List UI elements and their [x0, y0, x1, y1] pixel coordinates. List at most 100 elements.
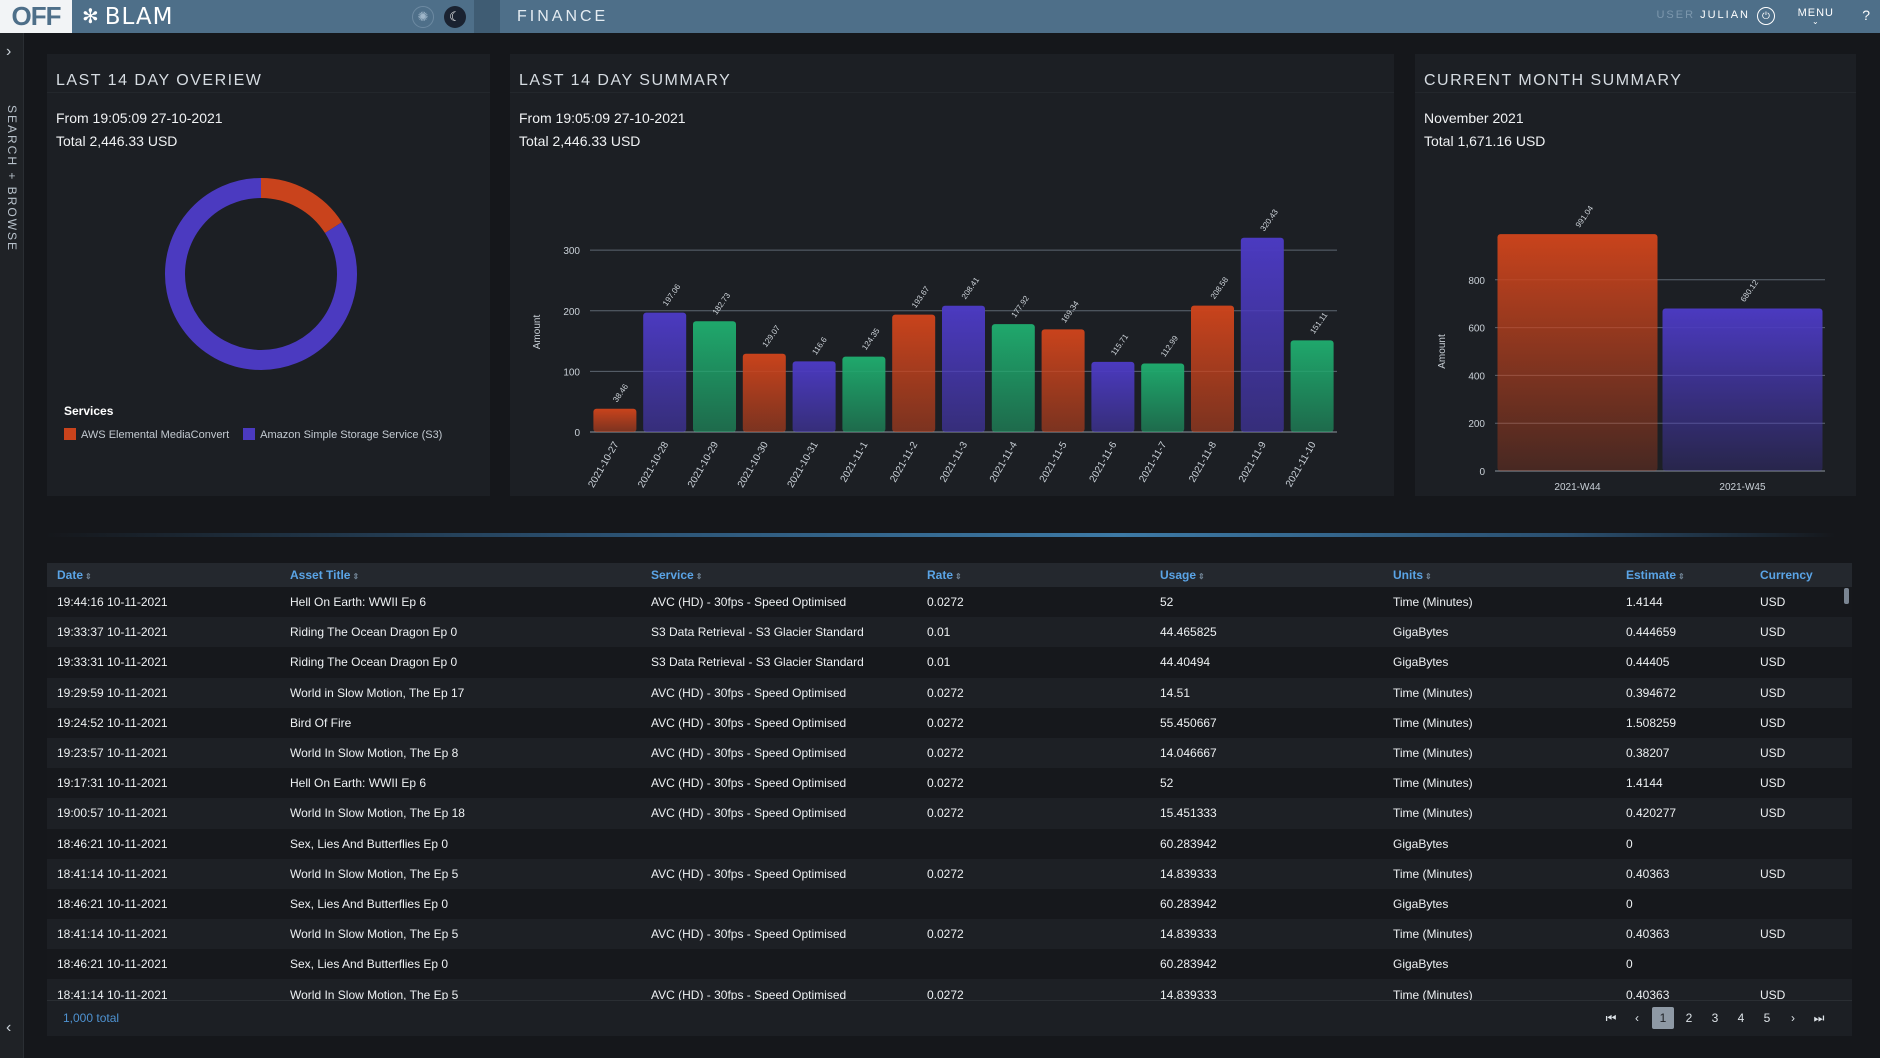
table-row[interactable]: 18:46:21 10-11-2021 Sex, Lies And Butterf… — [47, 949, 1852, 980]
legend-item-mediaconvert[interactable]: AWS Elemental MediaConvert — [64, 428, 229, 441]
table-row[interactable]: 19:23:57 10-11-2021 World In Slow Motion,… — [47, 737, 1852, 769]
cell-estimate: 0.44405 — [1616, 647, 1750, 678]
cell-service: AVC (HD) - 30fps - Speed Optimised — [641, 858, 917, 889]
column-header-asset-title[interactable]: Asset Title ⇕ — [280, 563, 641, 587]
bar[interactable] — [1191, 305, 1234, 432]
table-row[interactable]: 18:46:21 10-11-2021 Sex, Lies And Butterf… — [47, 828, 1852, 859]
table-row[interactable]: 19:44:16 10-11-2021 Hell On Earth: WWII E… — [47, 587, 1852, 618]
cell-rate: 0.0272 — [917, 858, 1150, 889]
card-title: LAST 14 DAY OVERIEW — [56, 72, 263, 89]
blam-logo[interactable]: ✻ BLAM — [72, 4, 412, 30]
bar[interactable] — [1662, 308, 1823, 471]
first-page-icon[interactable]: ⏮ — [1605, 1010, 1617, 1025]
user-info[interactable]: USER JULIAN — [1656, 9, 1750, 21]
blam-gear-icon: ✻ — [82, 6, 99, 28]
legend-title: Services — [64, 404, 114, 418]
bar[interactable] — [1497, 234, 1658, 471]
cell-units: GigaBytes — [1383, 617, 1616, 648]
off-the-fence-logo[interactable]: OFF — [0, 0, 72, 33]
column-header-label: Rate — [927, 568, 954, 582]
table-row[interactable]: 19:00:57 10-11-2021 World In Slow Motion,… — [47, 798, 1852, 829]
column-header-usage[interactable]: Usage ⇕ — [1150, 563, 1383, 587]
column-header-service[interactable]: Service ⇕ — [641, 563, 917, 587]
cell-date: 19:17:31 10-11-2021 — [47, 768, 280, 799]
network-icon[interactable]: ✺ — [412, 5, 434, 28]
page-button-3[interactable]: 3 — [1711, 1011, 1719, 1025]
next-page-icon[interactable]: › — [1791, 1011, 1795, 1025]
table-row[interactable]: 18:41:14 10-11-2021 World In Slow Motion,… — [47, 858, 1852, 889]
column-header-estimate[interactable]: Estimate ⇕ — [1616, 563, 1750, 587]
expand-chevron-right-icon[interactable]: › — [6, 43, 12, 60]
sort-icon[interactable]: ⇕ — [1198, 572, 1205, 581]
legend-item-s3[interactable]: Amazon Simple Storage Service (S3) — [243, 428, 442, 441]
bar[interactable] — [1240, 237, 1284, 432]
bar[interactable] — [942, 305, 985, 432]
sort-icon[interactable]: ⇕ — [695, 572, 703, 581]
y-tick-label: 200 — [1468, 419, 1485, 430]
x-tick-label: 2021-11-10 — [1284, 440, 1319, 490]
cell-asset-title: World In Slow Motion, The Ep 5 — [280, 919, 641, 950]
column-header-label: Usage — [1160, 568, 1197, 582]
cell-date: 18:46:21 10-11-2021 — [47, 949, 280, 980]
donut-slice[interactable] — [260, 178, 342, 234]
page-button-2[interactable]: 2 — [1685, 1011, 1693, 1025]
table-row[interactable]: 19:29:59 10-11-2021 World in Slow Motion,… — [47, 677, 1852, 708]
column-header-date[interactable]: Date ⇕ — [47, 563, 280, 587]
last-page-icon[interactable]: ⏭ — [1813, 1010, 1825, 1025]
search-browse-tab[interactable]: SEARCH + BROWSE — [5, 105, 19, 253]
cell-service: S3 Data Retrieval - S3 Glacier Standard — [641, 617, 917, 648]
prev-page-icon[interactable]: ‹ — [1635, 1011, 1639, 1025]
bar[interactable] — [1141, 363, 1185, 432]
cell-currency: USD — [1750, 707, 1852, 738]
cell-estimate: 0.40363 — [1616, 919, 1750, 950]
table-scrollbar[interactable] — [1844, 588, 1849, 604]
cell-service — [641, 888, 917, 920]
bar[interactable] — [1290, 340, 1334, 432]
bar[interactable] — [991, 324, 1035, 432]
bar[interactable] — [1041, 329, 1085, 432]
cell-currency — [1750, 949, 1852, 980]
table-row[interactable]: 19:17:31 10-11-2021 Hell On Earth: WWII E… — [47, 768, 1852, 799]
page-button-1[interactable]: 1 — [1652, 1007, 1674, 1029]
help-button[interactable]: ? — [1862, 7, 1870, 23]
sort-icon[interactable]: ⇕ — [1678, 572, 1685, 581]
cell-asset-title: Sex, Lies And Butterflies Ep 0 — [280, 949, 641, 980]
menu-button[interactable]: MENU ⌄ — [1798, 7, 1834, 26]
cell-usage: 60.283942 — [1150, 888, 1383, 920]
column-header-units[interactable]: Units ⇕ — [1383, 563, 1616, 587]
y-tick-label: 0 — [1479, 467, 1485, 478]
cell-units: GigaBytes — [1383, 828, 1616, 859]
bar[interactable] — [643, 312, 687, 432]
bar[interactable] — [1091, 361, 1135, 432]
column-header-currency[interactable]: Currency — [1750, 563, 1852, 587]
page-button-5[interactable]: 5 — [1763, 1011, 1771, 1025]
logout-icon[interactable]: ⏻ — [1757, 7, 1775, 25]
sort-icon[interactable]: ⇕ — [85, 572, 92, 581]
bar[interactable] — [842, 356, 886, 432]
bar[interactable] — [792, 361, 836, 432]
table-row[interactable]: 19:33:31 10-11-2021 Riding The Ocean Drag… — [47, 647, 1852, 678]
table-row[interactable]: 18:46:21 10-11-2021 Sex, Lies And Butterf… — [47, 888, 1852, 920]
bar[interactable] — [593, 408, 637, 432]
table-row[interactable]: 19:24:52 10-11-2021 Bird Of Fire AVC (HD) … — [47, 707, 1852, 738]
column-header-rate[interactable]: Rate ⇕ — [917, 563, 1150, 587]
section-divider — [45, 533, 1835, 537]
sort-icon[interactable]: ⇕ — [352, 572, 360, 581]
page-button-4[interactable]: 4 — [1737, 1011, 1745, 1025]
cell-estimate: 0.40363 — [1616, 858, 1750, 889]
collapse-chevron-left-icon[interactable]: ‹ — [6, 1019, 12, 1036]
donut-slice[interactable] — [165, 178, 357, 370]
bar[interactable] — [742, 353, 786, 432]
cell-date: 18:41:14 10-11-2021 — [47, 919, 280, 950]
table-row[interactable]: 19:33:37 10-11-2021 Riding The Ocean Drag… — [47, 617, 1852, 648]
cell-estimate: 0 — [1616, 888, 1750, 920]
bar[interactable] — [693, 321, 736, 432]
cell-estimate: 1.4144 — [1616, 587, 1750, 618]
sort-icon[interactable]: ⇕ — [955, 572, 962, 581]
dark-mode-icon[interactable]: ☾ — [444, 5, 466, 28]
period-from: From 19:05:09 27-10-2021 — [56, 110, 223, 126]
table-row[interactable]: 18:41:14 10-11-2021 World In Slow Motion,… — [47, 919, 1852, 950]
sort-icon[interactable]: ⇕ — [1425, 572, 1432, 581]
column-header-label: Service — [651, 568, 694, 582]
bar[interactable] — [892, 314, 936, 432]
